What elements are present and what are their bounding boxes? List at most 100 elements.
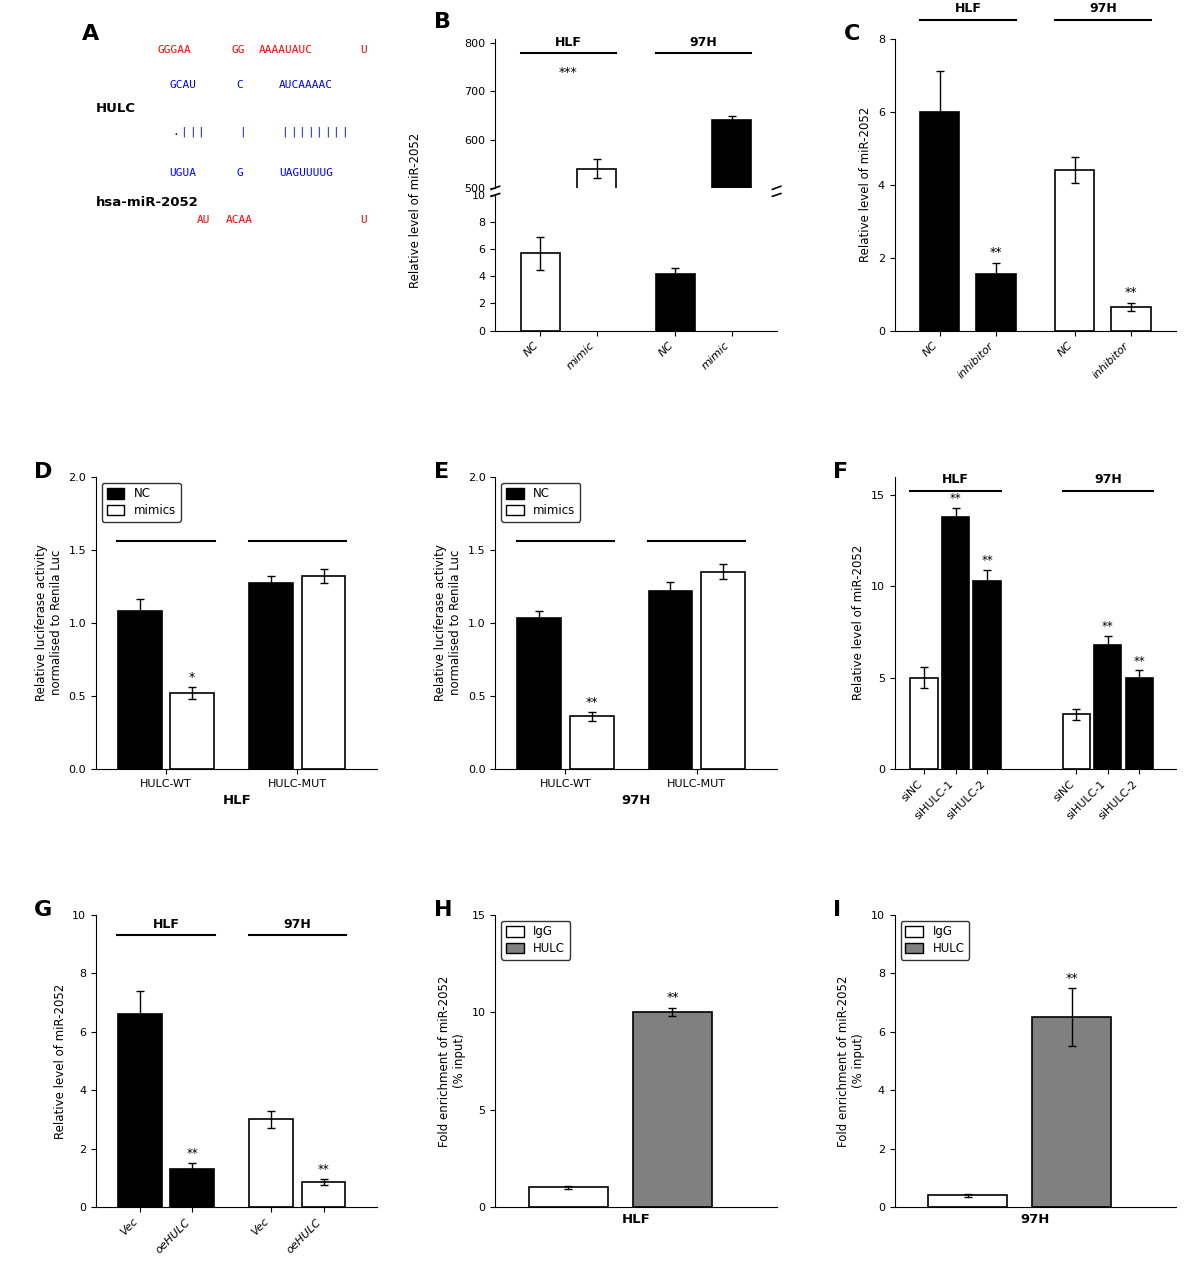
Text: HLF: HLF bbox=[954, 1, 982, 15]
Legend: NC, mimics: NC, mimics bbox=[502, 483, 580, 521]
Text: |: | bbox=[299, 127, 305, 137]
Text: U: U bbox=[360, 45, 367, 55]
Text: U: U bbox=[360, 214, 367, 225]
Text: |: | bbox=[332, 127, 340, 137]
Text: UAGUUUUG: UAGUUUUG bbox=[278, 168, 332, 178]
X-axis label: 97H: 97H bbox=[622, 794, 650, 808]
Text: 97H: 97H bbox=[1090, 1, 1117, 15]
Text: **: ** bbox=[982, 555, 992, 568]
Bar bbox=[648, 591, 692, 769]
Y-axis label: Relative luciferase activity
normalised to Renila Luc: Relative luciferase activity normalised … bbox=[434, 544, 462, 701]
Bar bbox=[301, 1183, 346, 1207]
Bar bbox=[655, 273, 695, 330]
Text: |: | bbox=[282, 127, 288, 137]
Y-axis label: Relative level of miR-2052: Relative level of miR-2052 bbox=[852, 546, 865, 700]
X-axis label: 97H: 97H bbox=[1021, 1212, 1050, 1225]
Bar bbox=[920, 112, 960, 330]
Text: |: | bbox=[316, 127, 322, 137]
Text: **: ** bbox=[1124, 286, 1138, 299]
Text: |: | bbox=[324, 127, 330, 137]
Text: D: D bbox=[34, 462, 53, 482]
Bar bbox=[1126, 678, 1153, 769]
Text: **: ** bbox=[1102, 620, 1114, 633]
Text: |: | bbox=[290, 127, 296, 137]
Legend: NC, mimics: NC, mimics bbox=[102, 483, 181, 521]
Text: |: | bbox=[341, 127, 348, 137]
Text: **: ** bbox=[949, 492, 961, 505]
Text: A: A bbox=[82, 24, 100, 44]
Bar bbox=[170, 1168, 214, 1207]
Text: H: H bbox=[433, 900, 452, 921]
Text: **: ** bbox=[1066, 972, 1078, 985]
Text: G: G bbox=[34, 900, 53, 921]
Bar bbox=[712, 121, 751, 429]
Text: AAAAUAUC: AAAAUAUC bbox=[259, 45, 313, 55]
Text: B: B bbox=[433, 12, 450, 32]
Text: UGUA: UGUA bbox=[169, 168, 196, 178]
Bar bbox=[1055, 169, 1094, 330]
Text: |: | bbox=[307, 127, 313, 137]
Text: ACAA: ACAA bbox=[226, 214, 252, 225]
Legend: IgG, HULC: IgG, HULC bbox=[901, 921, 970, 959]
Bar bbox=[928, 1195, 1007, 1207]
Bar bbox=[301, 577, 346, 769]
Y-axis label: Relative level of miR-2052: Relative level of miR-2052 bbox=[54, 984, 67, 1139]
Text: ***: *** bbox=[559, 67, 578, 80]
Y-axis label: Relative luciferase activity
normalised to Renila Luc: Relative luciferase activity normalised … bbox=[35, 544, 62, 701]
Text: HLF: HLF bbox=[942, 473, 970, 485]
Bar bbox=[521, 253, 560, 330]
Bar bbox=[118, 1014, 162, 1207]
Text: E: E bbox=[433, 462, 449, 482]
Bar bbox=[1032, 1017, 1111, 1207]
Bar bbox=[977, 273, 1015, 330]
Text: 97H: 97H bbox=[283, 918, 311, 931]
Text: HLF: HLF bbox=[556, 36, 582, 49]
X-axis label: HLF: HLF bbox=[222, 794, 251, 808]
Text: hsa-miR-2052: hsa-miR-2052 bbox=[96, 195, 199, 208]
Bar bbox=[118, 611, 162, 769]
Bar bbox=[250, 1120, 293, 1207]
Text: GGGAA: GGGAA bbox=[158, 45, 192, 55]
Bar bbox=[250, 583, 293, 769]
Bar bbox=[701, 571, 745, 769]
Bar bbox=[529, 1188, 608, 1207]
Text: .: . bbox=[172, 127, 179, 137]
Bar bbox=[570, 716, 613, 769]
Text: **: ** bbox=[186, 1148, 198, 1161]
Bar bbox=[577, 168, 617, 429]
Text: AUCAAAAC: AUCAAAAC bbox=[278, 81, 332, 90]
Text: I: I bbox=[833, 900, 841, 921]
Legend: IgG, HULC: IgG, HULC bbox=[502, 921, 570, 959]
Text: C: C bbox=[844, 24, 860, 44]
Bar bbox=[517, 619, 562, 769]
Text: HULC: HULC bbox=[96, 103, 136, 116]
Y-axis label: Fold enrichment of miR-2052
(% input): Fold enrichment of miR-2052 (% input) bbox=[438, 976, 466, 1147]
Text: **: ** bbox=[318, 1163, 329, 1176]
X-axis label: HLF: HLF bbox=[622, 1212, 650, 1225]
Text: G: G bbox=[236, 168, 244, 178]
Bar bbox=[911, 678, 937, 769]
Bar bbox=[1111, 307, 1151, 330]
Text: **: ** bbox=[1133, 655, 1145, 668]
Text: HLF: HLF bbox=[152, 918, 180, 931]
Y-axis label: Relative level of miR-2052: Relative level of miR-2052 bbox=[409, 132, 422, 288]
Bar bbox=[632, 1012, 712, 1207]
Text: |: | bbox=[240, 127, 246, 137]
Y-axis label: Relative level of miR-2052: Relative level of miR-2052 bbox=[859, 107, 872, 262]
Text: 97H: 97H bbox=[1094, 473, 1122, 485]
Text: *: * bbox=[190, 672, 196, 684]
Text: C: C bbox=[236, 81, 244, 90]
Text: |: | bbox=[180, 127, 187, 137]
Text: AU: AU bbox=[197, 214, 211, 225]
Text: GCAU: GCAU bbox=[169, 81, 196, 90]
Text: **: ** bbox=[586, 696, 598, 709]
Bar bbox=[1063, 714, 1090, 769]
Text: F: F bbox=[833, 462, 848, 482]
Bar bbox=[973, 580, 1001, 769]
Bar bbox=[942, 517, 970, 769]
Y-axis label: Fold enrichment of miR-2052
(% input): Fold enrichment of miR-2052 (% input) bbox=[838, 976, 865, 1147]
Text: **: ** bbox=[666, 990, 679, 1004]
Text: GG: GG bbox=[230, 45, 245, 55]
Text: |: | bbox=[197, 127, 204, 137]
Bar bbox=[1094, 645, 1122, 769]
